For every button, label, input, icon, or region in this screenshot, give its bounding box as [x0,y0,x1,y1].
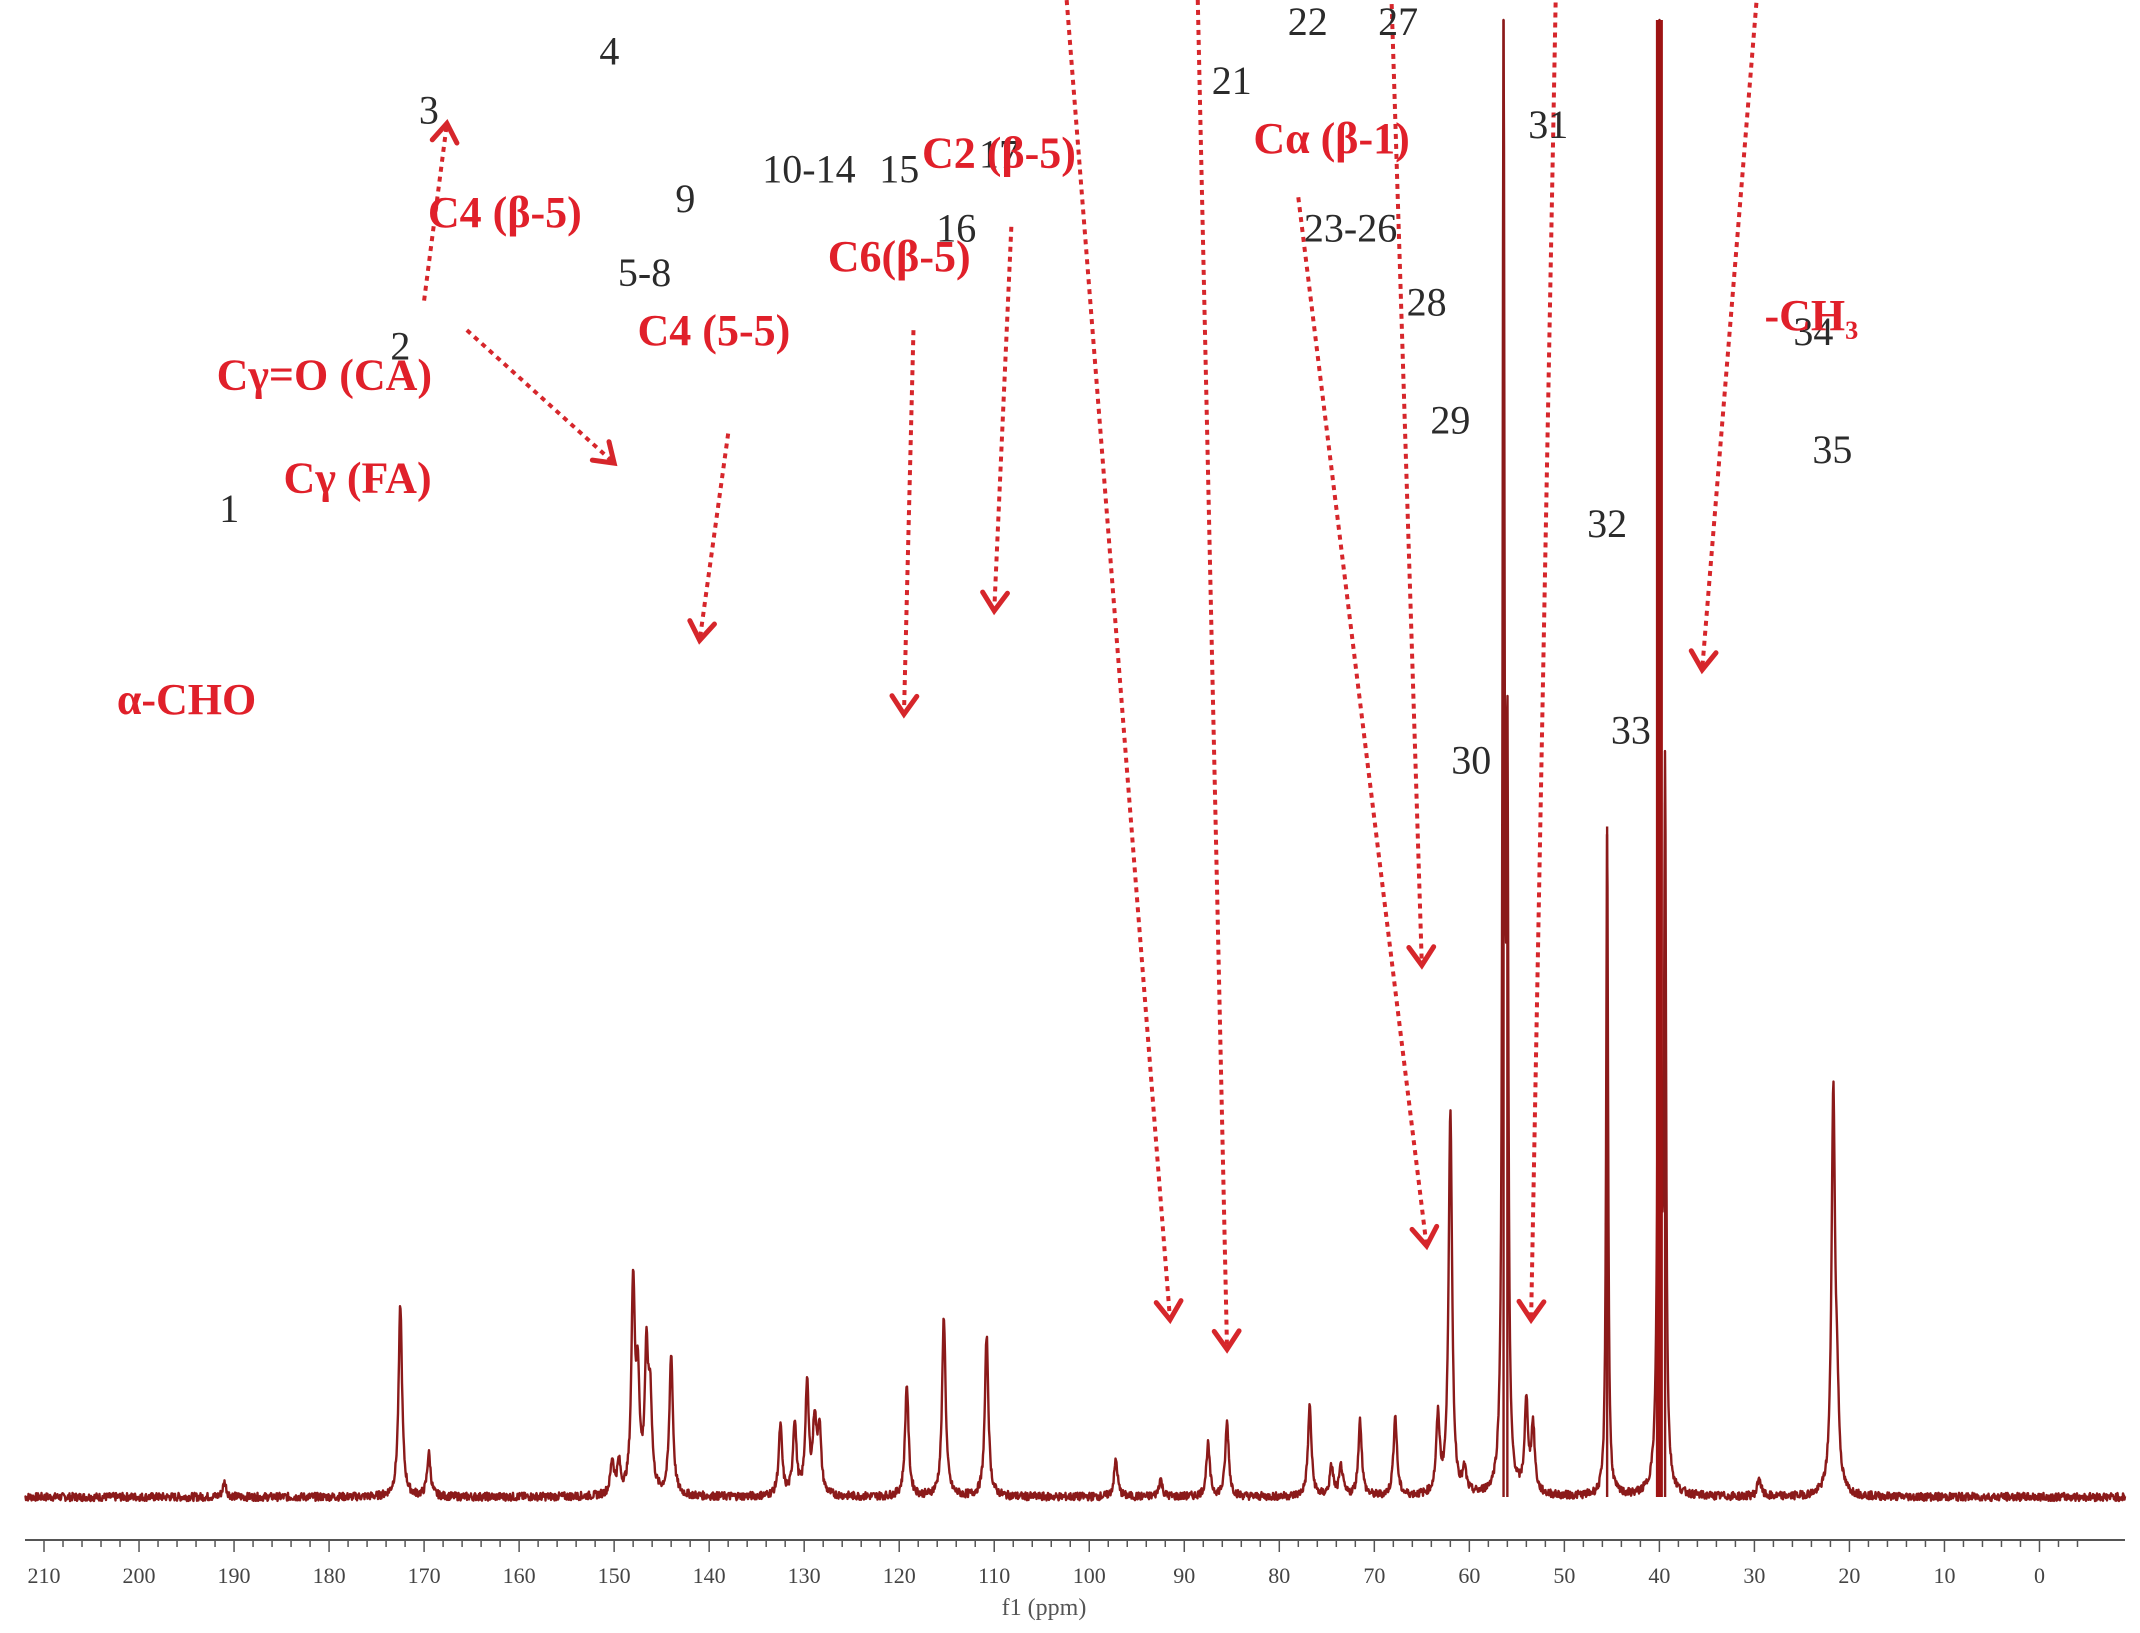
peak-annotation: Cα (β-1) [1253,114,1409,163]
x-tick-label: 210 [28,1563,61,1588]
x-tick-label: 90 [1173,1563,1195,1588]
x-tick-label: 130 [788,1563,821,1588]
peak-number-label: 33 [1611,708,1651,753]
peak-number-label: 32 [1587,501,1627,546]
peak-number-label: 35 [1812,427,1852,472]
annotation-arrowhead [1153,1298,1184,1325]
annotation-arrows [422,0,1759,1354]
x-axis-ticks: 210 200 190 180 170 160 150 140 130 120 110 100 90 80… [28,1540,2079,1588]
annotation-arrowhead [889,693,920,719]
annotation-arrowhead [1516,1298,1547,1325]
peak-number-label: 21 [1212,58,1252,103]
annotation-arrowhead [429,118,460,146]
annotation-arrowhead [1211,1328,1242,1354]
x-tick-label: 120 [883,1563,916,1588]
x-tick-label: 160 [503,1563,536,1588]
x-tick-label: 100 [1073,1563,1106,1588]
x-tick-label: 180 [313,1563,346,1588]
peak-number-label: 2 [390,324,410,369]
peak-annotation: C2 (β-5) [922,129,1076,178]
annotation-arrow [1195,0,1230,1350]
x-tick-label: 140 [693,1563,726,1588]
peak-annotations: α-CHO Cγ (FA) Cγ=O (CA) C4 (β-5) C4 (5-5) C6(… [117,114,1859,724]
peak-number-label: 23-26 [1304,206,1397,251]
peak-annotation: α-CHO [117,675,256,724]
x-tick-label: 60 [1458,1563,1480,1588]
annotation-arrowhead [1688,648,1719,675]
x-tick-label: 0 [2034,1563,2045,1588]
x-tick-label: 20 [1838,1563,1860,1588]
annotation-arrow [992,226,1014,611]
peak-number-label: 1 [219,486,239,531]
tall-peaks [1502,20,1667,1497]
annotation-arrow [465,328,616,465]
peak-number-label: 27 [1378,0,1418,44]
x-tick-label: 70 [1363,1563,1385,1588]
annotation-arrowhead [980,589,1010,616]
x-tick-label: 50 [1553,1563,1575,1588]
annotation-arrow [901,330,916,715]
annotation-arrow [1700,0,1759,671]
peak-number-label: 4 [599,28,619,73]
peak-annotation: C6(β-5) [828,232,971,281]
x-tick-label: 190 [218,1563,251,1588]
peak-annotation: Cγ=O (CA) [217,350,433,399]
annotation-arrow [697,433,731,641]
peak-annotation: C4 (β-5) [428,188,582,237]
peak-labels: 12345-8910-14151617181920212223-26272829… [219,0,1852,782]
x-tick-label: 10 [1933,1563,1955,1588]
x-tick-label: 200 [123,1563,156,1588]
annotation-arrowhead [1406,944,1437,970]
x-tick-label: 40 [1648,1563,1670,1588]
peak-number-label: 22 [1288,0,1328,44]
annotation-arrow [1064,0,1173,1320]
peak-number-label: 3 [419,87,439,132]
peak-number-label: 17 [979,132,1019,177]
peak-number-label: 15 [879,146,919,191]
annotation-arrowhead [687,618,717,645]
peak-annotation: Cγ (FA) [284,454,432,503]
peak-number-label: 28 [1407,279,1447,324]
annotation-arrow [1296,196,1429,1247]
x-tick-label: 110 [978,1563,1010,1588]
x-axis-label: f1 (ppm) [1002,1595,1087,1621]
annotation-arrow [1529,0,1558,1320]
x-tick-label: 170 [408,1563,441,1588]
annotation-arrowhead [1409,1223,1440,1251]
peak-number-label: 29 [1430,398,1470,443]
peak-number-label: 10-14 [762,146,855,191]
peak-number-label: 30 [1451,737,1491,782]
peak-number-label: 34 [1793,309,1833,354]
peak-number-label: 31 [1528,102,1568,147]
x-tick-label: 150 [598,1563,631,1588]
x-tick-label: 80 [1268,1563,1290,1588]
annotation-arrowhead [589,439,618,467]
x-tick-label: 30 [1743,1563,1765,1588]
peak-number-label: 16 [936,206,976,251]
peak-annotation: C4 (5-5) [638,306,791,355]
peak-annotation: -CH₃ [1765,291,1859,340]
x-axis: 210 200 190 180 170 160 150 140 130 120 110 100 90 80… [25,1539,2125,1621]
peak-number-label: 5-8 [618,250,671,295]
peak-number-label: 9 [675,176,695,221]
spectrum-trace [24,18,2127,1503]
